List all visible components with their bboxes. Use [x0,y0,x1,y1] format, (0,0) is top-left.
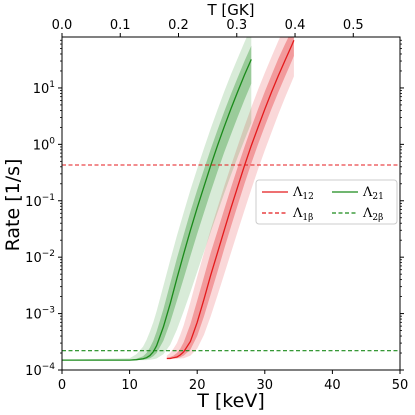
legend-label-L12: Λ12 [292,185,314,202]
x-tick-label: 20 [189,378,206,393]
legend-box [255,179,398,225]
band-outer-L21 [62,37,252,361]
legend: Λ12 Λ21 Λ1β Λ2β [255,179,398,225]
top-axis-ticks: 0.0 0.1 0.2 0.3 0.4 0.5 [52,18,364,37]
y-tick-label: 10−1 [25,193,55,210]
top-tick-label: 0.0 [52,18,73,33]
legend-label-L21: Λ21 [362,185,384,202]
y-axis-title: Rate [1/s] [2,159,24,252]
y-tick-label: 101 [33,80,55,97]
y-axis-ticks: 10−4 10−3 10−2 10−1 100 101 [25,39,404,379]
series-line-L12 [166,40,295,360]
y-tick-label: 10−2 [25,249,55,266]
top-axis-title: T [GK] [206,1,254,19]
top-tick-label: 0.4 [285,18,306,33]
y-tick-label: 100 [33,136,56,153]
x-tick-label: 10 [121,378,138,393]
top-tick-label: 0.2 [168,18,189,33]
x-tick-label: 30 [257,378,274,393]
top-tick-label: 0.5 [343,18,364,33]
x-axis-ticks: 0 10 20 30 40 50 [58,370,408,393]
y-tick-label: 10−3 [25,306,55,323]
y-tick-label: 10−4 [25,362,55,379]
top-tick-label: 0.1 [110,18,131,33]
series-line-L21 [62,59,252,361]
top-tick-label: 0.3 [226,18,247,33]
x-axis-title: T [keV] [196,390,264,412]
x-tick-label: 40 [324,378,341,393]
legend-label-L2b: Λ2β [362,206,383,223]
series-lines [62,40,400,361]
x-tick-label: 50 [392,378,409,393]
x-tick-label: 0 [58,378,66,393]
legend-label-L1b: Λ1β [292,206,313,223]
